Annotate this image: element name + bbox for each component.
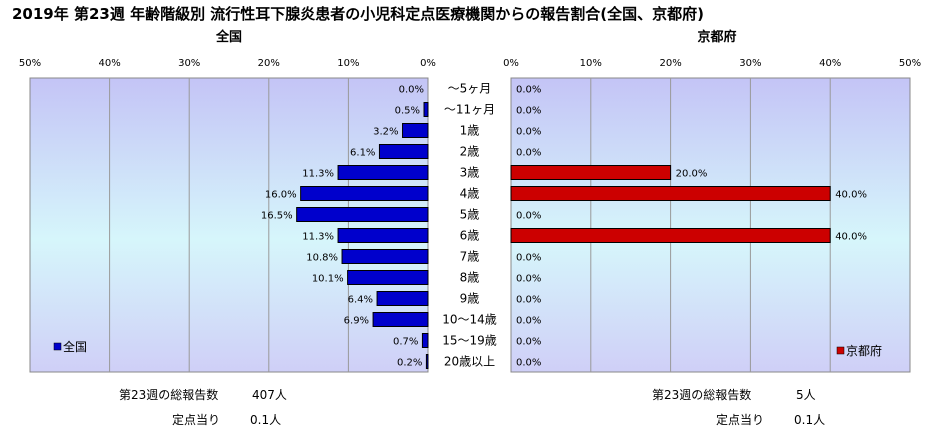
data-label-national: 6.9% — [344, 316, 369, 327]
legend-label-kyoto: 京都府 — [846, 343, 882, 358]
category-label: 4歳 — [460, 187, 480, 201]
footer-total-value-kyoto: 5人 — [796, 388, 816, 402]
footer-total-label-national: 第23週の総報告数 — [119, 387, 218, 402]
data-label-kyoto: 40.0% — [835, 190, 867, 201]
data-label-national: 0.0% — [399, 85, 424, 96]
panel-title-kyoto: 京都府 — [697, 29, 736, 45]
gridlines — [109, 78, 831, 372]
legend-label-national: 全国 — [63, 339, 87, 354]
category-label: 20歳以上 — [444, 355, 495, 369]
legend-swatch-kyoto — [836, 346, 845, 355]
data-label-national: 11.3% — [302, 169, 334, 180]
tick-label-kyoto: 10% — [580, 58, 602, 69]
data-label-national: 16.0% — [265, 190, 297, 201]
bar-kyoto — [510, 186, 831, 201]
bar-national — [402, 123, 429, 138]
tick-label-kyoto: 40% — [819, 58, 841, 69]
data-label-kyoto: 0.0% — [516, 295, 541, 306]
category-label: ～5ヶ月 — [448, 82, 492, 96]
data-label-kyoto: 0.0% — [516, 316, 541, 327]
data-label-national: 0.7% — [393, 337, 418, 348]
bar-national — [421, 333, 429, 348]
data-label-national: 11.3% — [302, 232, 334, 243]
bars — [296, 102, 831, 369]
category-label: 2歳 — [460, 145, 480, 159]
data-label-national: 0.5% — [395, 106, 420, 117]
category-label: 15～19歳 — [442, 334, 497, 348]
category-label: 9歳 — [460, 292, 480, 306]
tick-label-kyoto: 50% — [899, 58, 921, 69]
category-label: 1歳 — [460, 124, 480, 138]
bar-national — [337, 165, 429, 180]
bar-kyoto — [510, 228, 831, 243]
plot-area-national — [29, 77, 429, 373]
bar-national — [300, 186, 429, 201]
data-label-kyoto: 0.0% — [516, 148, 541, 159]
bar-national — [378, 144, 429, 159]
plot-area-kyoto — [510, 77, 911, 373]
legend-swatch-national — [53, 342, 62, 351]
bar-national — [425, 354, 429, 369]
chart-title: 2019年 第23週 年齢階級別 流行性耳下腺炎患者の小児科定点医療機関からの報… — [12, 5, 704, 23]
data-label-national: 0.2% — [397, 358, 422, 369]
category-label: 10～14歳 — [442, 313, 497, 327]
data-label-kyoto: 0.0% — [516, 253, 541, 264]
footer-total-value-national: 407人 — [252, 388, 287, 402]
tick-labels: 0% 0% 10% 10% 20% 20% 30% 30% 40% 40% 50% 50% — [19, 58, 921, 69]
data-label-kyoto: 0.0% — [516, 358, 541, 369]
data-label-national: 6.1% — [350, 148, 375, 159]
bar-national — [296, 207, 429, 222]
data-label-kyoto: 40.0% — [835, 232, 867, 243]
category-label: ～11ヶ月 — [444, 103, 495, 117]
tick-label-kyoto: 0% — [503, 58, 519, 69]
category-label: 8歳 — [460, 271, 480, 285]
data-labels: 0.0% 0.5% 3.2% 6.1% 11.3% 16.0% 16.5% 11.3% 10.8… — [261, 85, 867, 369]
tick-label-national: 10% — [337, 58, 359, 69]
footer-total-label-kyoto: 第23週の総報告数 — [652, 387, 751, 402]
tick-label-national: 0% — [420, 58, 436, 69]
tick-label-national: 50% — [19, 58, 41, 69]
bar-national — [376, 291, 429, 306]
data-label-national: 10.8% — [306, 253, 338, 264]
data-label-national: 6.4% — [348, 295, 373, 306]
tick-label-national: 20% — [258, 58, 280, 69]
data-label-kyoto: 0.0% — [516, 211, 541, 222]
category-labels: ～5ヶ月 ～11ヶ月 1歳 2歳 3歳 4歳 5歳 6歳 7歳 8歳 9歳 10～14歳 15～19歳 2… — [442, 82, 497, 369]
category-label: 5歳 — [460, 208, 480, 222]
data-label-national: 10.1% — [312, 274, 344, 285]
bar-national — [341, 249, 429, 264]
footer-per-label-national: 定点当り — [172, 412, 220, 427]
data-label-kyoto: 0.0% — [516, 106, 541, 117]
tick-label-kyoto: 30% — [739, 58, 761, 69]
category-label: 7歳 — [460, 250, 480, 264]
footer-per-label-kyoto: 定点当り — [716, 412, 764, 427]
data-label-kyoto: 20.0% — [676, 169, 708, 180]
footer-per-value-national: 0.1人 — [250, 413, 281, 427]
category-label: 3歳 — [460, 166, 480, 180]
bar-national — [347, 270, 429, 285]
data-label-kyoto: 0.0% — [516, 274, 541, 285]
data-label-kyoto: 0.0% — [516, 85, 541, 96]
data-label-national: 3.2% — [373, 127, 398, 138]
footer-per-value-kyoto: 0.1人 — [794, 413, 825, 427]
tick-label-national: 40% — [98, 58, 120, 69]
data-label-kyoto: 0.0% — [516, 127, 541, 138]
bar-national — [337, 228, 429, 243]
bar-kyoto — [510, 165, 672, 180]
bar-national — [372, 312, 429, 327]
tick-label-kyoto: 20% — [659, 58, 681, 69]
data-label-kyoto: 0.0% — [516, 337, 541, 348]
data-label-national: 16.5% — [261, 211, 293, 222]
panel-title-national: 全国 — [215, 29, 242, 45]
bar-national — [423, 102, 429, 117]
category-label: 6歳 — [460, 229, 480, 243]
tick-label-national: 30% — [178, 58, 200, 69]
